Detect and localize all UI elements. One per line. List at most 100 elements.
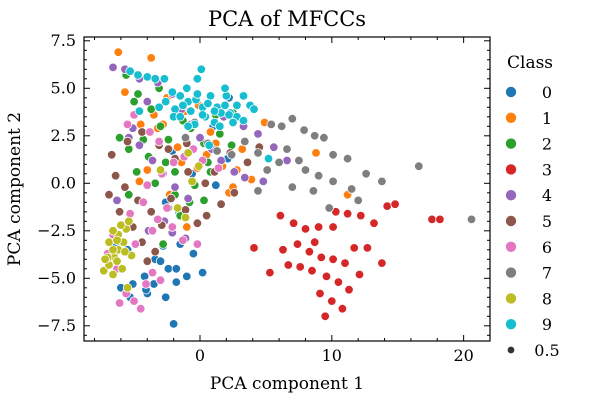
point-class-5-24	[142, 256, 153, 266]
point-class-9-12	[220, 100, 230, 111]
point-class-6-30	[213, 163, 224, 173]
x-axis-label: PCA component 1	[210, 374, 364, 394]
point-class-3-8	[390, 199, 400, 209]
point-class-7-3	[299, 125, 309, 135]
point-class-5-26	[150, 246, 160, 257]
point-class-4-7	[195, 132, 205, 143]
point-class-9-39	[249, 104, 259, 114]
point-class-3-22	[337, 304, 348, 314]
legend-marker-0	[504, 86, 517, 99]
point-class-5-14	[114, 207, 125, 217]
point-class-7-30	[353, 195, 363, 206]
point-class-4-25	[269, 142, 279, 152]
point-class-2-0	[129, 96, 139, 107]
point-class-9-5	[167, 87, 178, 97]
point-class-6-14	[192, 239, 203, 249]
point-class-3-17	[333, 277, 344, 287]
point-class-8-11	[122, 283, 133, 293]
point-class-8-14	[108, 226, 118, 236]
point-class-8-18	[124, 216, 134, 227]
point-class-3-14	[295, 262, 305, 272]
point-class-7-12	[300, 165, 311, 175]
point-class-3-18	[344, 285, 354, 295]
point-class-8-20	[108, 269, 118, 280]
point-class-7-7	[342, 153, 353, 164]
point-class-0-14	[188, 248, 199, 259]
point-class-7-5	[319, 132, 329, 143]
legend-marker-7	[504, 266, 517, 279]
point-class-3-11	[316, 252, 327, 263]
point-class-5-8	[120, 182, 130, 192]
chart-title: PCA of MFCCs	[208, 7, 366, 31]
point-class-4-27	[258, 176, 269, 187]
point-class-1-8	[172, 142, 183, 152]
point-class-8-10	[117, 264, 127, 274]
legend: Class 0 1 2 3 4 5 6 7 8 9 0.5	[504, 53, 560, 360]
point-class-7-18	[262, 165, 272, 175]
point-class-4-14	[147, 155, 158, 166]
point-class-2-2	[124, 144, 134, 154]
legend-marker-6	[504, 240, 517, 253]
point-class-2-32	[114, 132, 125, 143]
point-class-9-26	[221, 91, 232, 101]
point-class-6-23	[114, 298, 125, 308]
legend-label-4: 4	[542, 186, 552, 205]
y-tick-label: −7.5	[37, 316, 76, 335]
point-class-9-42	[224, 110, 234, 120]
point-class-9-0	[125, 66, 135, 76]
point-class-8-21	[183, 148, 193, 158]
point-class-6-27	[147, 226, 158, 236]
point-class-0-23	[171, 264, 182, 274]
legend-marker-9	[504, 318, 517, 331]
point-class-9-29	[232, 100, 242, 111]
point-class-4-17	[183, 193, 193, 204]
point-class-9-36	[228, 117, 238, 128]
point-class-1-16	[311, 148, 321, 158]
point-class-4-10	[229, 167, 240, 177]
point-class-0-24	[211, 180, 221, 190]
point-class-7-15	[346, 184, 357, 194]
point-class-9-38	[238, 91, 249, 101]
point-class-0-11	[168, 319, 179, 329]
y-tick-label: 0.0	[51, 173, 76, 192]
point-class-3-12	[328, 254, 338, 264]
point-class-7-0	[266, 119, 276, 130]
point-class-7-4	[310, 131, 320, 141]
point-class-9-27	[203, 98, 213, 109]
point-class-9-33	[197, 110, 208, 120]
point-class-9-34	[215, 121, 225, 132]
point-class-6-16	[168, 157, 179, 168]
point-class-3-32	[310, 237, 320, 247]
point-class-7-21	[226, 150, 237, 160]
point-class-2-11	[170, 167, 180, 177]
plot-frame	[83, 36, 491, 342]
point-class-8-16	[120, 246, 130, 257]
point-class-1-2	[135, 119, 146, 130]
point-class-7-17	[274, 157, 284, 168]
point-class-3-6	[369, 218, 379, 228]
point-class-5-1	[122, 136, 133, 147]
point-class-3-9	[292, 239, 303, 249]
point-class-1-19	[142, 165, 153, 175]
point-class-9-3	[150, 74, 160, 84]
point-class-5-10	[146, 207, 156, 217]
point-class-9-35	[186, 106, 196, 116]
legend-marker-1	[504, 111, 517, 124]
point-class-6-19	[122, 119, 133, 130]
point-class-7-9	[377, 176, 387, 187]
legend-label-5: 5	[542, 212, 552, 231]
legend-marker-4	[504, 189, 517, 202]
point-class-8-17	[112, 235, 122, 246]
point-class-7-14	[328, 176, 338, 187]
point-class-9-1	[133, 70, 143, 80]
y-tick-label: −5.0	[37, 268, 76, 287]
point-class-7-19	[253, 148, 263, 158]
point-class-7-25	[180, 132, 191, 143]
point-class-4-16	[170, 182, 180, 192]
point-class-3-23	[320, 311, 330, 322]
point-class-5-15	[166, 193, 176, 204]
point-class-4-13	[134, 140, 145, 151]
point-class-9-24	[196, 64, 207, 75]
point-class-7-27	[294, 155, 304, 166]
